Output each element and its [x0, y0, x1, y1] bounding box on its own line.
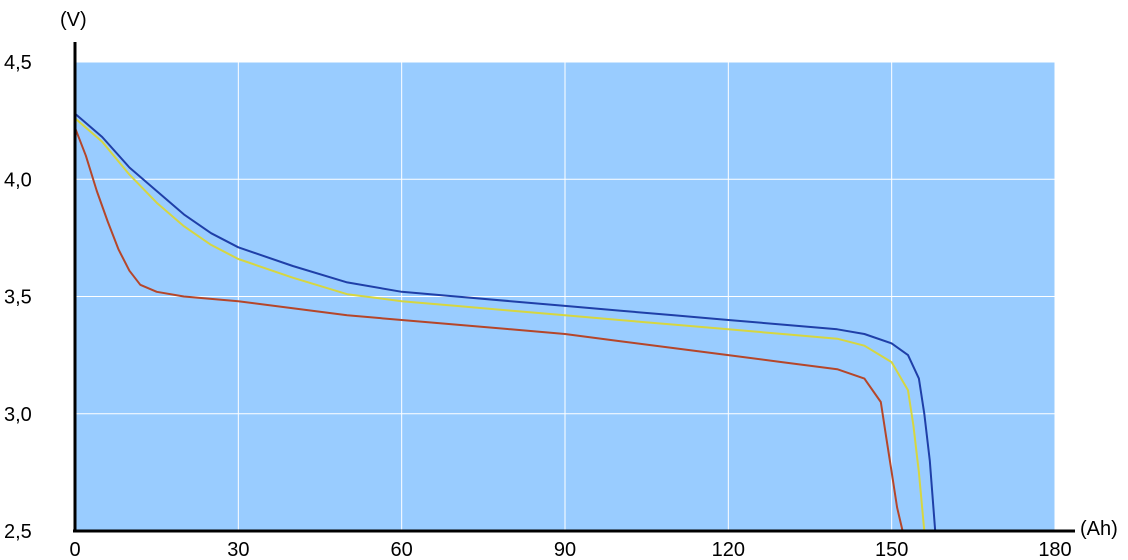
- x-axis-unit-label: (Ah): [1080, 518, 1118, 540]
- y-axis-unit-label: (V): [60, 9, 87, 31]
- y-tick-label: 3,5: [4, 287, 32, 309]
- x-tick-label: 120: [712, 539, 745, 560]
- series-line-2: [74, 117, 926, 532]
- series-lines: [74, 112, 937, 532]
- x-tick-label: 150: [875, 539, 908, 560]
- x-tick-label: 180: [1038, 539, 1071, 560]
- series-line-1: [74, 112, 937, 532]
- y-tick-label: 4,0: [4, 169, 32, 191]
- y-tick-labels: 2,5 3,0 3,5 4,0 4,5: [4, 52, 32, 543]
- y-tick-label: 2,5: [4, 521, 32, 543]
- x-tick-label: 60: [391, 539, 413, 560]
- x-tick-label: 0: [69, 539, 80, 560]
- x-tick-label: 30: [227, 539, 249, 560]
- y-tick-label: 3,0: [4, 404, 32, 426]
- grid-lines: [75, 61, 1056, 531]
- x-tick-labels: 0 30 60 90 120 150 180: [69, 539, 1071, 560]
- series-line-3: [74, 127, 904, 532]
- y-tick-label: 4,5: [4, 52, 32, 74]
- axes: [73, 42, 1075, 533]
- x-tick-label: 90: [554, 539, 576, 560]
